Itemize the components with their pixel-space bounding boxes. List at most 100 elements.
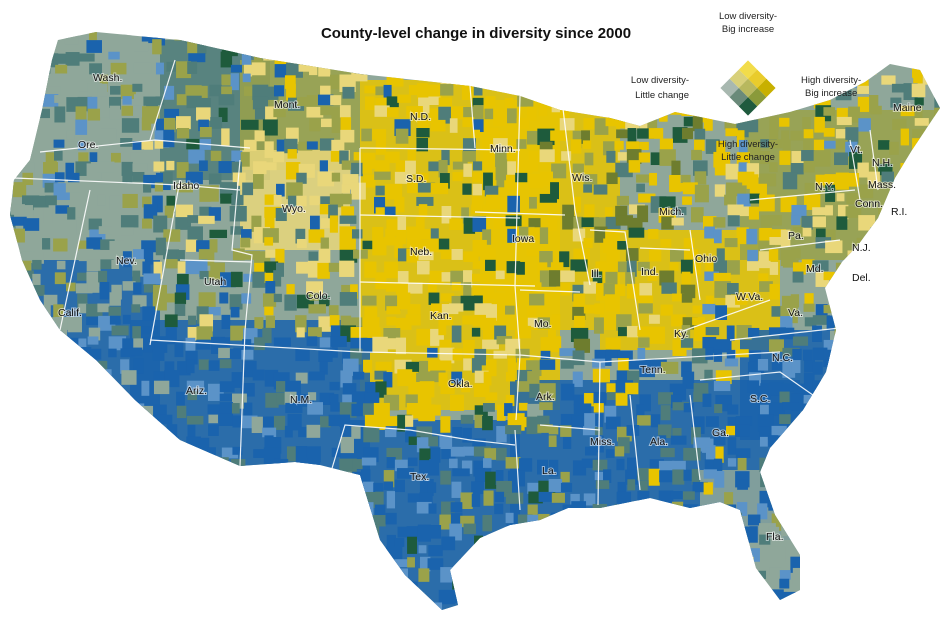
county-cell [923, 524, 940, 541]
county-cell [97, 83, 108, 97]
county-cell [450, 394, 464, 411]
county-cell [120, 152, 131, 163]
county-cell [671, 612, 679, 620]
county-cell [659, 105, 668, 122]
county-cell [617, 261, 630, 273]
county-cell [826, 229, 836, 244]
county-cell [153, 215, 168, 233]
county-cell [220, 482, 231, 499]
diversity-legend: Low diversity- Big increase Low diversit… [631, 11, 861, 163]
county-cell [495, 270, 505, 280]
county-cell [856, 512, 874, 528]
county-cell [616, 614, 630, 620]
county-cell [141, 326, 158, 335]
county-cell [637, 347, 646, 364]
county-cell [265, 601, 281, 610]
county-cell [911, 349, 921, 358]
county-cell [130, 347, 143, 356]
county-cell [539, 141, 553, 151]
county-cell [528, 603, 544, 610]
county-cell [394, 537, 405, 547]
county-cell [638, 337, 650, 348]
county-cell [848, 106, 860, 123]
county-cell [417, 228, 432, 240]
county-cell [20, 437, 38, 448]
county-cell [463, 216, 476, 234]
county-cell [78, 248, 94, 262]
county-cell [637, 567, 652, 576]
county-cell [647, 117, 658, 134]
county-cell [385, 416, 400, 427]
county-cell [735, 349, 749, 358]
county-cell [319, 502, 331, 519]
state-label: Del. [852, 272, 871, 284]
county-cell [196, 150, 205, 162]
county-cell [449, 523, 462, 541]
state-label: Miss. [590, 436, 615, 448]
county-cell [330, 558, 341, 572]
county-cell [110, 526, 126, 541]
county-cell [857, 392, 867, 405]
county-cell [10, 314, 14, 327]
county-cell [265, 106, 277, 122]
county-cell [537, 317, 550, 329]
county-cell [264, 237, 274, 246]
county-cell [273, 293, 282, 303]
county-cell [319, 361, 328, 375]
county-cell [429, 108, 441, 124]
county-cell [286, 480, 301, 489]
county-cell [560, 282, 571, 296]
county-cell [912, 195, 924, 212]
county-cell [834, 152, 849, 166]
county-cell [660, 51, 677, 65]
county-cell [174, 292, 187, 305]
county-cell [735, 416, 753, 426]
county-cell [55, 383, 71, 398]
county-cell [584, 204, 595, 221]
county-cell [835, 404, 844, 413]
county-cell [330, 402, 342, 412]
county-cell [681, 361, 692, 377]
county-cell [441, 449, 456, 460]
county-cell [540, 84, 549, 100]
county-cell [583, 174, 598, 185]
county-cell [384, 611, 397, 620]
county-cell [681, 271, 691, 287]
county-cell [229, 205, 247, 222]
county-cell [219, 393, 234, 402]
county-cell [254, 490, 267, 504]
county-cell [636, 535, 645, 547]
county-cell [935, 336, 940, 353]
county-cell [583, 493, 596, 506]
county-cell [726, 425, 736, 436]
county-cell [573, 394, 584, 406]
county-cell [108, 51, 120, 60]
county-cell [43, 446, 58, 462]
county-cell [682, 371, 695, 389]
county-cell [45, 603, 61, 610]
county-cell [31, 73, 46, 88]
county-cell [482, 53, 495, 63]
county-cell [438, 160, 448, 178]
county-cell [924, 172, 939, 182]
county-cell [141, 240, 158, 253]
county-cell [856, 425, 867, 442]
county-cell [713, 217, 726, 228]
county-cell [790, 447, 803, 464]
county-cell [901, 295, 919, 313]
county-cell [583, 304, 598, 314]
county-cell [219, 292, 229, 304]
county-cell [671, 512, 684, 523]
county-cell [441, 536, 456, 551]
county-cell [120, 359, 130, 374]
county-cell [408, 457, 418, 467]
county-cell [658, 392, 674, 405]
county-cell [78, 492, 95, 507]
county-cell [11, 32, 25, 48]
county-cell [198, 547, 211, 558]
county-cell [188, 524, 200, 537]
county-cell [187, 226, 203, 241]
county-cell [306, 446, 321, 463]
county-cell [681, 602, 690, 610]
county-cell [209, 239, 218, 253]
